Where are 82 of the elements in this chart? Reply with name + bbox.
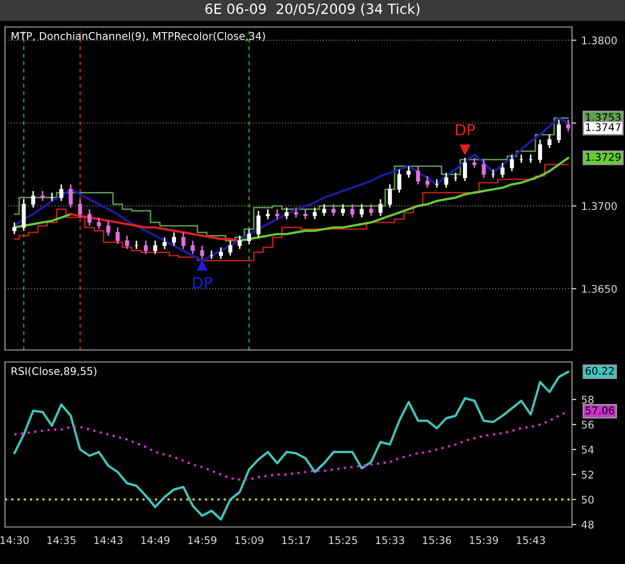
candlestick <box>144 240 148 255</box>
data-label: 57.06 <box>586 406 614 414</box>
candlestick <box>312 206 317 220</box>
candlestick <box>416 165 420 186</box>
x-tick-label: 15:39 <box>470 536 498 544</box>
candlestick <box>444 172 448 188</box>
candlestick <box>162 236 167 250</box>
data-label: 60.22 <box>586 366 614 375</box>
candlestick <box>40 190 45 202</box>
candlestick <box>547 134 552 149</box>
candlestick <box>59 184 64 202</box>
candlestick <box>228 240 232 256</box>
y-tick-label: 1.3800 <box>582 36 617 44</box>
candlestick <box>31 190 36 208</box>
candlestick <box>96 216 101 230</box>
x-tick-label: 15:25 <box>329 536 358 544</box>
candlestick <box>369 204 374 217</box>
candlestick <box>218 246 223 260</box>
candlestick <box>22 198 26 232</box>
y-tick-label: 54 <box>582 446 594 454</box>
candlestick <box>294 206 298 218</box>
candlestick <box>200 244 204 260</box>
x-tick-label: 15:17 <box>282 536 310 544</box>
candlestick <box>462 157 467 182</box>
candlestick <box>322 204 326 217</box>
x-tick-label: 15:09 <box>235 536 264 544</box>
x-tick-label: 14:30 <box>0 536 29 544</box>
candlestick <box>247 228 252 245</box>
candlestick <box>68 184 73 208</box>
candlestick <box>116 226 120 245</box>
series-label: DP <box>193 277 212 288</box>
candlestick <box>566 119 570 132</box>
candlestick <box>266 208 270 220</box>
candlestick <box>181 232 186 250</box>
candlestick <box>78 198 82 218</box>
candlestick <box>153 240 158 255</box>
x-tick-label: 14:43 <box>94 536 122 544</box>
candlestick <box>406 165 411 178</box>
candlestick <box>172 232 176 246</box>
candlestick <box>303 208 308 220</box>
y-tick-label: 56 <box>582 420 594 429</box>
candlestick <box>500 162 505 178</box>
candlestick <box>510 154 514 172</box>
candlestick <box>482 158 486 178</box>
y-tick-label: 48 <box>582 520 594 529</box>
y-tick-label: 50 <box>582 496 594 504</box>
candlestick <box>106 220 110 236</box>
chart-title: 6E 06-09 20/05/2009 (34 Tick) <box>205 3 420 16</box>
candlestick <box>238 235 242 250</box>
candlestick <box>275 208 280 220</box>
candlestick <box>284 206 289 220</box>
candlestick <box>360 204 364 218</box>
candlestick <box>556 119 561 144</box>
chart-title: RSI(Close,89,55) <box>12 366 96 376</box>
series-label: DP <box>456 124 475 136</box>
candlestick <box>378 198 382 217</box>
candlestick <box>350 204 354 218</box>
candlestick <box>538 138 542 164</box>
candlestick <box>388 184 392 208</box>
candlestick <box>256 210 260 238</box>
candlestick <box>425 175 430 188</box>
x-tick-label: 14:35 <box>47 536 76 544</box>
data-label: 1.3753 <box>586 113 621 122</box>
candlestick <box>332 204 336 217</box>
x-tick-label: 14:59 <box>188 536 216 544</box>
x-tick-label: 15:36 <box>422 536 452 544</box>
data-label: 1.3729 <box>586 153 621 161</box>
y-tick-label: 58 <box>582 396 594 404</box>
candlestick <box>87 208 92 226</box>
y-tick-label: 1.3650 <box>582 284 617 293</box>
x-tick-label: 15:33 <box>376 536 404 544</box>
x-tick-label: 14:49 <box>141 536 170 544</box>
text: 1.3747 <box>586 123 620 132</box>
candlestick <box>397 168 402 194</box>
x-tick-label: 15:43 <box>516 536 545 544</box>
chart-subtitle: MTP, DonchianChannel(9), MTPRecolor(Close,34) <box>12 32 265 42</box>
candlestick <box>12 222 16 235</box>
candlestick <box>472 157 476 168</box>
candlestick <box>125 235 130 250</box>
y-tick-label: 52 <box>582 470 594 479</box>
y-tick-label: 1.3700 <box>582 202 617 210</box>
candlestick <box>340 204 345 217</box>
